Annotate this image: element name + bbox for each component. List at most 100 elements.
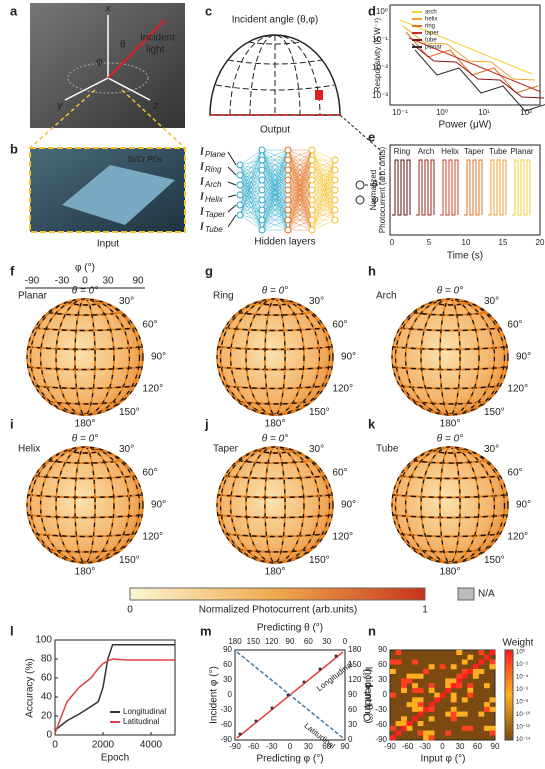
neuron xyxy=(258,156,266,164)
label: 10⁻³ xyxy=(372,91,388,100)
label: z xyxy=(153,101,159,112)
label: arch xyxy=(425,10,437,16)
cell xyxy=(456,683,463,689)
cell xyxy=(428,730,435,736)
label: I xyxy=(199,176,205,187)
label: 150° xyxy=(484,555,505,566)
edge xyxy=(261,149,289,221)
latitude xyxy=(392,346,508,351)
label: Predicting θ (°) xyxy=(257,623,323,634)
label: 0 xyxy=(343,637,348,646)
cell xyxy=(417,673,424,679)
label: 10⁻⁸ xyxy=(516,699,529,706)
cell xyxy=(412,697,418,703)
latitude xyxy=(34,385,136,390)
cell xyxy=(450,692,457,698)
neuron xyxy=(258,176,266,184)
edge xyxy=(311,159,336,211)
edge xyxy=(311,159,336,221)
label: 150° xyxy=(309,407,330,418)
neuron xyxy=(236,171,244,179)
cell xyxy=(395,721,402,727)
cell xyxy=(467,654,474,660)
edge xyxy=(287,149,313,171)
edge xyxy=(239,214,263,221)
label: f xyxy=(10,263,15,278)
label: Normalized xyxy=(369,170,378,210)
meridian xyxy=(394,298,506,416)
label: e xyxy=(368,129,375,144)
label: 180° xyxy=(440,567,461,578)
detector xyxy=(315,90,323,100)
label: 90° xyxy=(151,352,166,363)
latitude xyxy=(47,548,123,553)
cell xyxy=(428,706,435,712)
label: 30° xyxy=(309,296,324,307)
label: 20 xyxy=(41,711,53,722)
cell xyxy=(489,650,496,656)
label: Normalized Photocurrent (arb.units) xyxy=(199,605,357,616)
edge xyxy=(287,189,313,231)
edge xyxy=(311,159,336,171)
label: 10⁻¹⁰ xyxy=(516,711,531,718)
neuron xyxy=(308,176,316,184)
trace xyxy=(464,159,483,216)
meridian xyxy=(39,298,131,416)
neuron xyxy=(284,176,292,184)
point xyxy=(302,680,306,684)
cell xyxy=(406,702,413,708)
cell xyxy=(450,664,457,670)
label: light xyxy=(146,45,165,56)
label: 80 xyxy=(41,654,53,665)
edge xyxy=(287,179,313,231)
label: 180° xyxy=(265,567,286,578)
cell xyxy=(390,668,396,674)
label: 120 xyxy=(265,637,279,646)
label: d xyxy=(368,3,376,18)
label: x xyxy=(105,4,112,15)
cell xyxy=(434,692,441,698)
label: Time (s) xyxy=(447,251,483,262)
edge xyxy=(239,149,263,216)
light-ray xyxy=(107,19,166,79)
cell xyxy=(412,659,418,665)
label: Ring xyxy=(213,291,234,302)
na-swatch xyxy=(457,587,475,601)
neuron xyxy=(308,156,316,164)
edge xyxy=(287,149,313,191)
edge xyxy=(239,209,263,216)
meridian xyxy=(39,446,131,564)
label: 90° xyxy=(341,500,356,511)
label: 0 xyxy=(288,742,293,751)
label: 180° xyxy=(440,419,461,430)
cell xyxy=(489,730,496,736)
label: 180° xyxy=(265,419,286,430)
cell xyxy=(489,706,496,712)
label: 100 xyxy=(35,635,52,646)
output-node xyxy=(355,180,365,190)
label: 10⁻² xyxy=(372,63,388,72)
label: 30 xyxy=(378,675,387,684)
label: Longitudinal xyxy=(123,707,166,716)
cell xyxy=(483,706,490,712)
neuron xyxy=(284,216,292,224)
label: Predicting φ (°) xyxy=(256,754,323,765)
cell xyxy=(417,721,424,727)
neuron xyxy=(258,226,266,234)
edge xyxy=(287,149,313,201)
label: Helix xyxy=(205,195,224,204)
label: 180° xyxy=(75,567,96,578)
edge xyxy=(239,214,263,231)
label: -90 xyxy=(229,742,241,751)
neuron xyxy=(331,156,339,164)
plot-l xyxy=(54,639,176,736)
label: 10⁻⁴ xyxy=(516,674,529,681)
label: Ring xyxy=(205,165,222,174)
label: 0 xyxy=(52,740,58,751)
edge xyxy=(287,149,313,181)
cell xyxy=(483,702,490,708)
latitude xyxy=(237,459,313,464)
latitude xyxy=(392,366,508,371)
label: l xyxy=(10,623,14,638)
label: 5 xyxy=(427,238,432,247)
